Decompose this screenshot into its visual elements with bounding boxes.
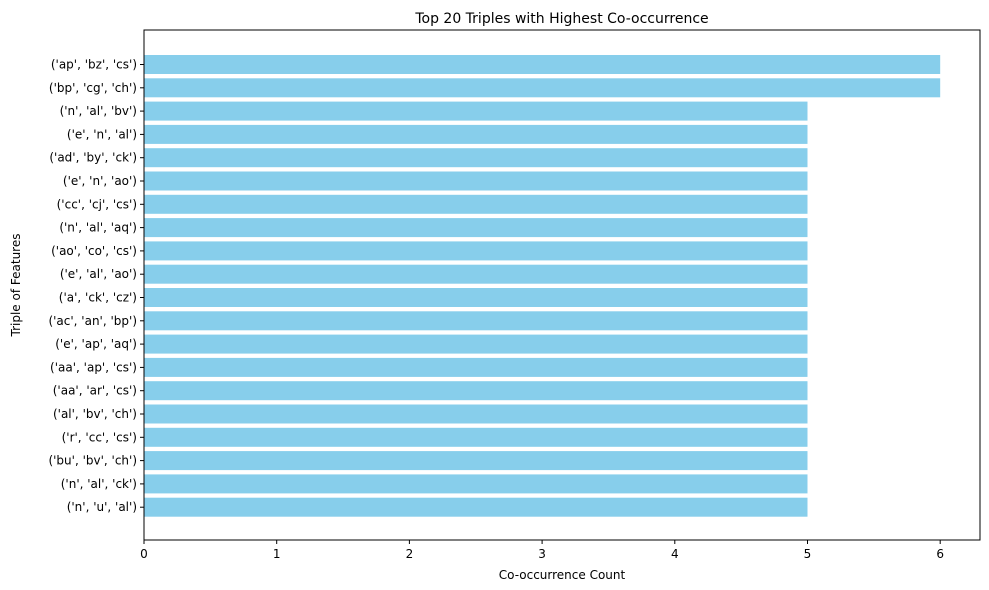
x-tick-label: 3 [538,547,546,561]
y-tick-label: ('aa', 'ar', 'cs') [53,384,137,398]
bar [144,148,808,168]
x-tick-label: 5 [804,547,812,561]
bars-group [144,55,941,517]
y-tick-label: ('e', 'ap', 'aq') [55,337,137,351]
bar [144,218,808,238]
y-tick-label: ('al', 'bv', 'ch') [53,407,137,421]
bar [144,171,808,191]
bar [144,451,808,471]
y-tick-label: ('aa', 'ap', 'cs') [50,360,137,374]
bar [144,404,808,424]
y-tick-label: ('n', 'al', 'aq') [59,221,137,235]
bar [144,241,808,261]
y-tick-label: ('ac', 'an', 'bp') [48,314,137,328]
bar [144,101,808,121]
bar [144,357,808,377]
y-tick-label: ('r', 'cc', 'cs') [62,430,137,444]
x-tick-label: 6 [936,547,944,561]
y-tick-label: ('e', 'al', 'ao') [60,267,137,281]
x-tick-label: 0 [140,547,148,561]
y-tick-label: ('bu', 'bv', 'ch') [48,454,137,468]
y-tick-label: ('e', 'n', 'ao') [63,174,137,188]
y-tick-label: ('e', 'n', 'al') [67,127,137,141]
x-tick-label: 1 [273,547,281,561]
y-tick-label: ('bp', 'cg', 'ch') [49,81,137,95]
bar [144,78,941,98]
chart-title: Top 20 Triples with Highest Co-occurrenc… [414,11,708,27]
x-axis-label: Co-occurrence Count [499,568,626,582]
bar [144,427,808,447]
bar [144,334,808,354]
y-tick-label: ('n', 'al', 'bv') [60,104,137,118]
y-tick-label: ('n', 'u', 'al') [67,500,137,514]
y-tick-label: ('ao', 'co', 'cs') [51,244,137,258]
x-ticks-group: 0 1 2 3 4 5 6 [140,540,944,561]
y-axis-label: Triple of Features [9,234,23,338]
bar [144,264,808,284]
y-tick-label: ('a', 'ck', 'cz') [59,291,137,305]
bar [144,497,808,517]
x-tick-label: 2 [406,547,414,561]
bar [144,194,808,214]
bar [144,381,808,401]
y-tick-label: ('ap', 'bz', 'cs') [51,58,137,72]
y-tick-label: ('n', 'al', 'ck') [61,477,137,491]
y-tick-label: ('ad', 'by', 'ck') [49,151,137,165]
bar [144,474,808,494]
bar [144,124,808,144]
bar [144,288,808,307]
y-ticks-group: ('ap', 'bz', 'cs') ('bp', 'cg', 'ch') ('n'… [48,58,144,514]
bar [144,311,808,331]
bar [144,55,941,74]
y-tick-label: ('cc', 'cj', 'cs') [57,197,137,211]
x-tick-label: 4 [671,547,679,561]
plot-frame [143,29,981,541]
